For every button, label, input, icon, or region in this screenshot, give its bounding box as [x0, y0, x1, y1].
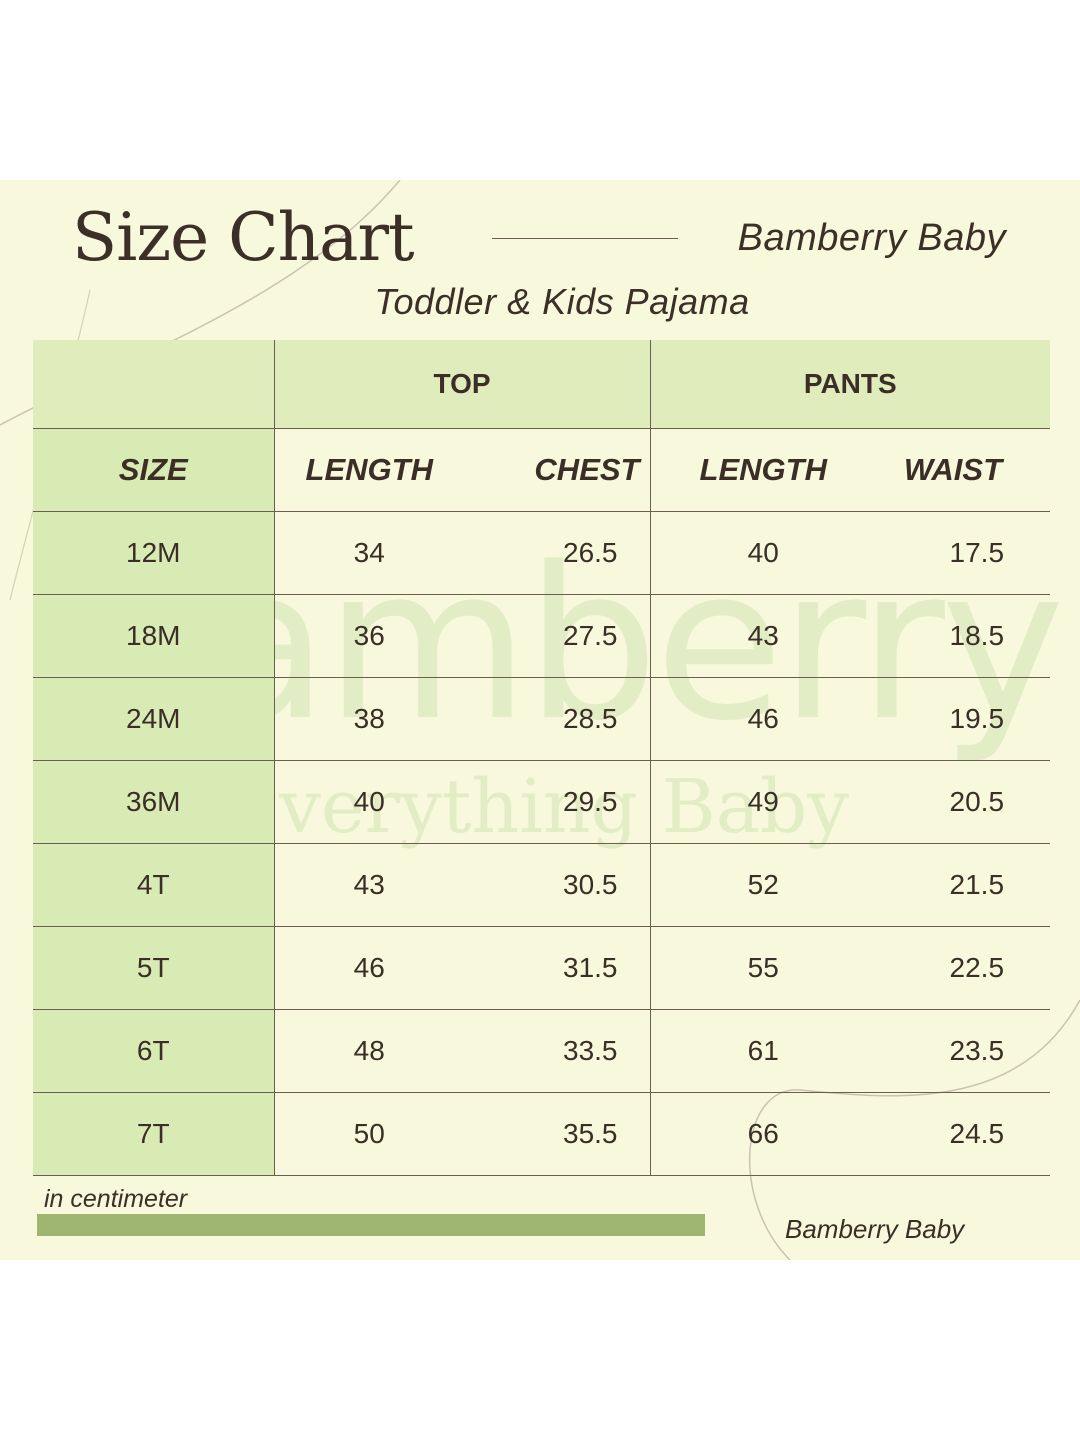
pants-length-cell: 61 [747, 1035, 779, 1066]
unit-note: in centimeter [44, 1185, 188, 1213]
table-row: 24M 38 28.5 46 19.5 [33, 677, 1051, 761]
chest-cell: 30.5 [464, 843, 651, 927]
group-header-pants: PANTS [650, 340, 1051, 429]
waist-cell: 24.5 [949, 1118, 1005, 1149]
top-length-cell: 38 [353, 703, 385, 734]
table-row: 7T 50 35.5 66 24.5 [33, 1092, 1051, 1176]
waist-cell: 20.5 [949, 786, 1005, 817]
chest-cell: 26.5 [464, 511, 651, 595]
chest-cell: 27.5 [464, 594, 651, 678]
pants-length-cell: 52 [747, 869, 779, 900]
pants-length-cell: 46 [747, 703, 779, 734]
table-row: 18M 36 27.5 43 18.5 [33, 594, 1051, 678]
size-cell: 36M [33, 760, 275, 844]
accent-bar [37, 1214, 705, 1236]
top-length-cell: 40 [353, 786, 385, 817]
waist-cell: 18.5 [949, 620, 1005, 651]
table-row: 12M 34 26.5 40 17.5 [33, 511, 1051, 595]
chest-cell: 28.5 [464, 677, 651, 761]
column-header-size: SIZE [33, 428, 275, 512]
chest-cell: 31.5 [464, 926, 651, 1010]
size-cell: 18M [33, 594, 275, 678]
waist-cell: 21.5 [949, 869, 1005, 900]
size-cell: 4T [33, 843, 275, 927]
waist-cell: 19.5 [949, 703, 1005, 734]
footer-brand: Bamberry Baby [785, 1214, 965, 1244]
size-chart-card: Bamberry Everything Baby Size Chart Bamb… [0, 180, 1080, 1260]
group-header-blank [33, 340, 275, 429]
top-length-cell: 50 [353, 1118, 385, 1149]
pants-length-cell: 55 [747, 952, 779, 983]
size-table: TOP PANTS SIZE LENGTH CHEST LENGTH WAIST… [33, 340, 1051, 1176]
size-cell: 7T [33, 1092, 275, 1176]
size-cell: 5T [33, 926, 275, 1010]
size-cell: 6T [33, 1009, 275, 1093]
column-header-top-length: LENGTH [305, 452, 433, 487]
size-cell: 12M [33, 511, 275, 595]
page-title: Size Chart [72, 199, 415, 276]
pants-length-cell: 66 [747, 1118, 779, 1149]
waist-cell: 17.5 [949, 537, 1005, 568]
waist-cell: 23.5 [949, 1035, 1005, 1066]
group-header-row: TOP PANTS [33, 340, 1051, 429]
pants-length-cell: 43 [747, 620, 779, 651]
waist-cell: 22.5 [949, 952, 1005, 983]
top-length-cell: 36 [353, 620, 385, 651]
top-length-cell: 43 [353, 869, 385, 900]
column-header-row: SIZE LENGTH CHEST LENGTH WAIST [33, 428, 1051, 512]
size-cell: 24M [33, 677, 275, 761]
column-header-chest: CHEST [464, 428, 651, 512]
table-row: 5T 46 31.5 55 22.5 [33, 926, 1051, 1010]
pants-length-cell: 49 [747, 786, 779, 817]
table-row: 36M 40 29.5 49 20.5 [33, 760, 1051, 844]
brand-name: Bamberry Baby [737, 217, 1006, 259]
pants-length-cell: 40 [747, 537, 779, 568]
product-subtitle: Toddler & Kids Pajama [374, 281, 750, 322]
table-row: 4T 43 30.5 52 21.5 [33, 843, 1051, 927]
chest-cell: 33.5 [464, 1009, 651, 1093]
table-row: 6T 48 33.5 61 23.5 [33, 1009, 1051, 1093]
top-length-cell: 34 [353, 537, 385, 568]
chest-cell: 35.5 [464, 1092, 651, 1176]
column-header-pants-length: LENGTH [699, 452, 827, 487]
top-length-cell: 46 [353, 952, 385, 983]
column-header-waist: WAIST [903, 452, 1003, 487]
chest-cell: 29.5 [464, 760, 651, 844]
top-length-cell: 48 [353, 1035, 385, 1066]
title-divider [492, 238, 678, 239]
group-header-top: TOP [274, 340, 651, 429]
